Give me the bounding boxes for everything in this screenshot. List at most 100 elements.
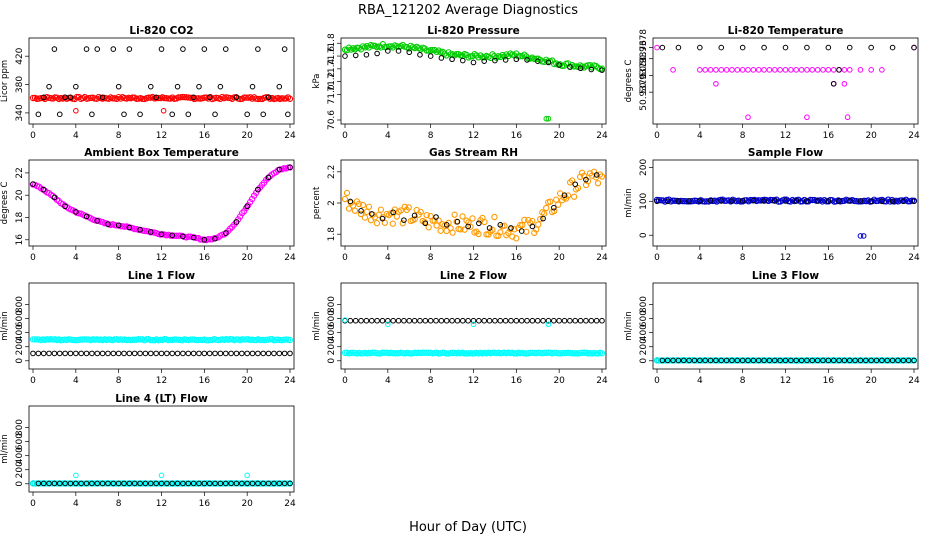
data-point — [900, 357, 907, 364]
series-1 — [29, 164, 294, 244]
data-point — [659, 44, 666, 51]
data-point — [83, 480, 90, 487]
data-point — [239, 350, 245, 357]
data-point — [501, 222, 508, 229]
data-point — [33, 336, 41, 343]
panel-title: Li-820 CO2 — [129, 25, 193, 37]
data-point — [655, 357, 663, 364]
data-point — [729, 357, 735, 364]
data-point — [559, 349, 566, 357]
data-point — [153, 480, 159, 487]
data-point — [599, 67, 605, 73]
data-point — [857, 357, 864, 364]
data-point — [860, 233, 867, 239]
data-point — [145, 480, 152, 487]
data-point — [212, 235, 218, 242]
data-point — [201, 236, 208, 243]
data-point — [814, 198, 821, 204]
data-point — [577, 317, 584, 324]
data-point — [654, 198, 660, 205]
x-tick-label: 16 — [199, 376, 211, 386]
data-point — [165, 480, 172, 487]
data-point — [91, 480, 98, 487]
data-point — [543, 115, 550, 122]
data-point — [169, 350, 176, 357]
y-tick-label: 100 — [639, 192, 649, 209]
x-tick-label: 4 — [73, 131, 79, 141]
data-point — [75, 480, 82, 487]
data-point — [29, 94, 37, 102]
data-point — [755, 67, 762, 73]
data-point — [73, 107, 79, 114]
series-3 — [342, 317, 552, 328]
data-point — [820, 357, 826, 364]
data-point — [545, 115, 552, 122]
data-point — [807, 196, 814, 204]
x-tick-label: 20 — [241, 376, 253, 386]
data-point — [37, 480, 45, 487]
data-point — [197, 236, 204, 243]
figure-x-axis-label: Hour of Day (UTC) — [409, 520, 527, 535]
data-point — [105, 350, 111, 357]
data-point — [697, 198, 703, 204]
data-point — [492, 57, 498, 64]
data-point — [165, 95, 172, 102]
x-tick-label: 12 — [156, 253, 167, 263]
data-point — [889, 357, 896, 364]
y-tick-label: 340 — [15, 104, 25, 121]
data-point — [489, 349, 496, 357]
data-point — [675, 357, 682, 364]
x-tick-label: 8 — [740, 253, 746, 263]
data-point — [598, 173, 606, 180]
data-point — [266, 480, 274, 487]
data-point — [809, 196, 816, 204]
data-point — [145, 94, 152, 101]
x-tick-label: 0 — [654, 253, 660, 263]
data-point — [167, 336, 174, 344]
x-tick-label: 12 — [780, 253, 791, 263]
data-point — [568, 177, 576, 184]
data-point — [598, 350, 606, 357]
data-point — [287, 350, 293, 357]
data-point — [598, 65, 606, 72]
data-point — [747, 196, 754, 204]
data-point — [545, 59, 552, 66]
data-point — [470, 317, 477, 324]
data-point — [35, 350, 42, 357]
data-point — [729, 198, 735, 204]
data-point — [734, 357, 741, 364]
data-point — [782, 357, 789, 364]
y-tick-label: 2 — [327, 200, 337, 206]
data-point — [243, 94, 250, 101]
data-point — [583, 176, 589, 183]
data-point — [519, 221, 526, 229]
data-point — [511, 350, 518, 357]
panel-title: Line 1 Flow — [128, 270, 195, 282]
data-point — [89, 350, 95, 357]
y-tick-label: 0 — [15, 358, 25, 364]
data-point — [212, 111, 218, 118]
data-point — [233, 350, 240, 357]
data-point — [260, 350, 267, 357]
y-tick-label: 0 — [15, 481, 25, 487]
data-point — [465, 317, 471, 324]
data-point — [212, 350, 218, 357]
data-point — [555, 350, 562, 357]
data-point — [137, 111, 143, 118]
data-point — [830, 80, 837, 87]
data-point — [871, 357, 878, 364]
data-point — [809, 357, 816, 364]
y-tick-label: 70.6 — [327, 110, 337, 130]
data-point — [502, 57, 509, 63]
data-point — [449, 229, 456, 236]
data-point — [825, 357, 832, 364]
data-point — [465, 223, 471, 230]
x-tick-label: 8 — [428, 131, 434, 141]
data-point — [135, 480, 142, 487]
x-tick-label: 16 — [199, 499, 211, 509]
data-point — [115, 83, 122, 90]
data-point — [545, 321, 552, 328]
data-point — [367, 217, 375, 224]
data-point — [739, 197, 746, 204]
data-point — [517, 221, 524, 229]
